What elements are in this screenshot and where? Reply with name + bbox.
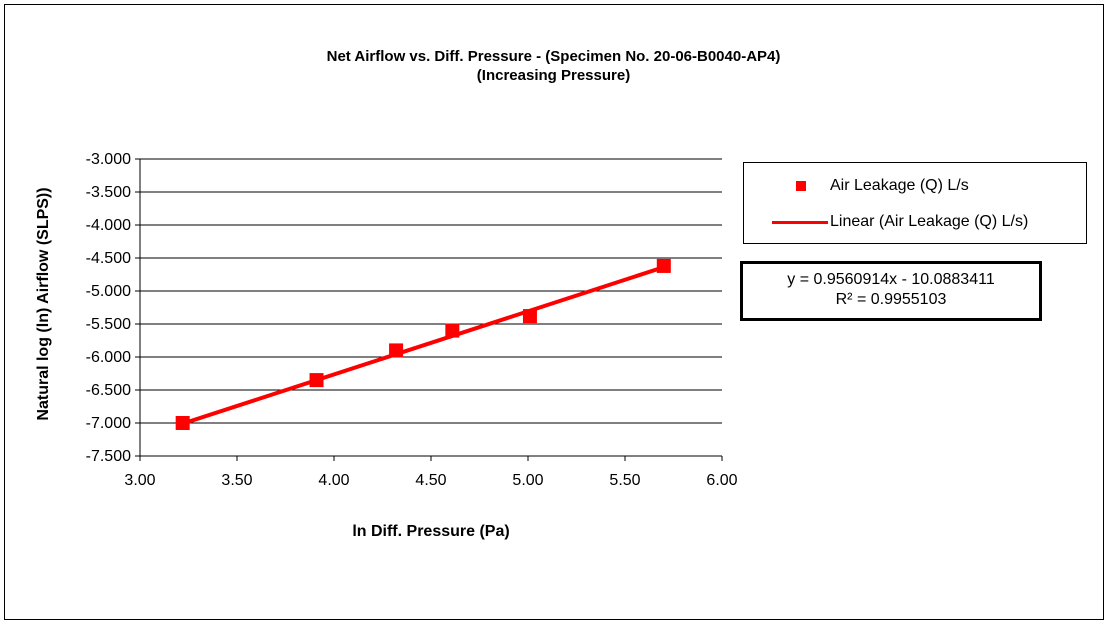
- x-tick-label: 6.00: [706, 472, 737, 489]
- square-marker-icon: [796, 181, 806, 191]
- x-tick-label: 4.00: [318, 472, 349, 489]
- legend: Air Leakage (Q) L/s Linear (Air Leakage …: [743, 162, 1087, 244]
- trendline: [182, 265, 665, 426]
- x-axis-title: ln Diff. Pressure (Pa): [352, 523, 509, 540]
- y-axis-title: Natural log (ln) Airflow (SLPS)): [35, 187, 52, 420]
- y-tick-label: -4.500: [86, 250, 131, 267]
- tick-labels: -3.000 -3.500 -4.000 -4.500 -5.000 -5.500 -6.0…: [86, 151, 738, 489]
- trendline-layer: [182, 265, 665, 426]
- y-tick-label: -7.000: [86, 415, 131, 432]
- data-point: [175, 416, 190, 430]
- legend-item-series: Air Leakage (Q) L/s: [744, 174, 1086, 198]
- data-point: [445, 323, 460, 338]
- y-tick-label: -3.500: [86, 184, 131, 201]
- line-marker-icon: [772, 221, 828, 224]
- data-point: [522, 309, 537, 324]
- y-tick-label: -5.500: [86, 316, 131, 333]
- trendline-r-squared: R² = 0.9955103: [835, 291, 947, 308]
- y-tick-label: -7.500: [86, 448, 131, 465]
- data-point: [309, 373, 324, 388]
- x-tick-label: 4.50: [415, 472, 446, 489]
- trendline-equation: y = 0.9560914x - 10.0883411: [787, 271, 995, 288]
- axes: [135, 158, 723, 461]
- gridlines: [140, 158, 722, 457]
- x-tick-label: 3.50: [221, 472, 252, 489]
- y-tick-label: -4.000: [86, 217, 131, 234]
- legend-label-series: Air Leakage (Q) L/s: [830, 177, 969, 194]
- y-tick-label: -5.000: [86, 283, 131, 300]
- legend-item-trendline: Linear (Air Leakage (Q) L/s): [744, 210, 1086, 234]
- data-point: [656, 258, 671, 273]
- chart-title-line-2: (Increasing Pressure): [476, 67, 631, 84]
- y-tick-label: -3.000: [86, 151, 131, 168]
- x-tick-label: 5.00: [512, 472, 543, 489]
- data-point: [389, 343, 404, 358]
- x-tick-label: 5.50: [609, 472, 640, 489]
- chart-title-line-1: Net Airflow vs. Diff. Pressure - (Specim…: [326, 48, 781, 65]
- trendline-equation-box: y = 0.9560914x - 10.0883411 R² = 0.99551…: [740, 261, 1042, 321]
- legend-label-trendline: Linear (Air Leakage (Q) L/s): [830, 213, 1029, 230]
- y-tick-label: -6.500: [86, 382, 131, 399]
- y-tick-label: -6.000: [86, 349, 131, 366]
- x-tick-label: 3.00: [124, 472, 155, 489]
- chart-title: Net Airflow vs. Diff. Pressure - (Specim…: [0, 47, 1107, 85]
- data-points: [175, 258, 671, 430]
